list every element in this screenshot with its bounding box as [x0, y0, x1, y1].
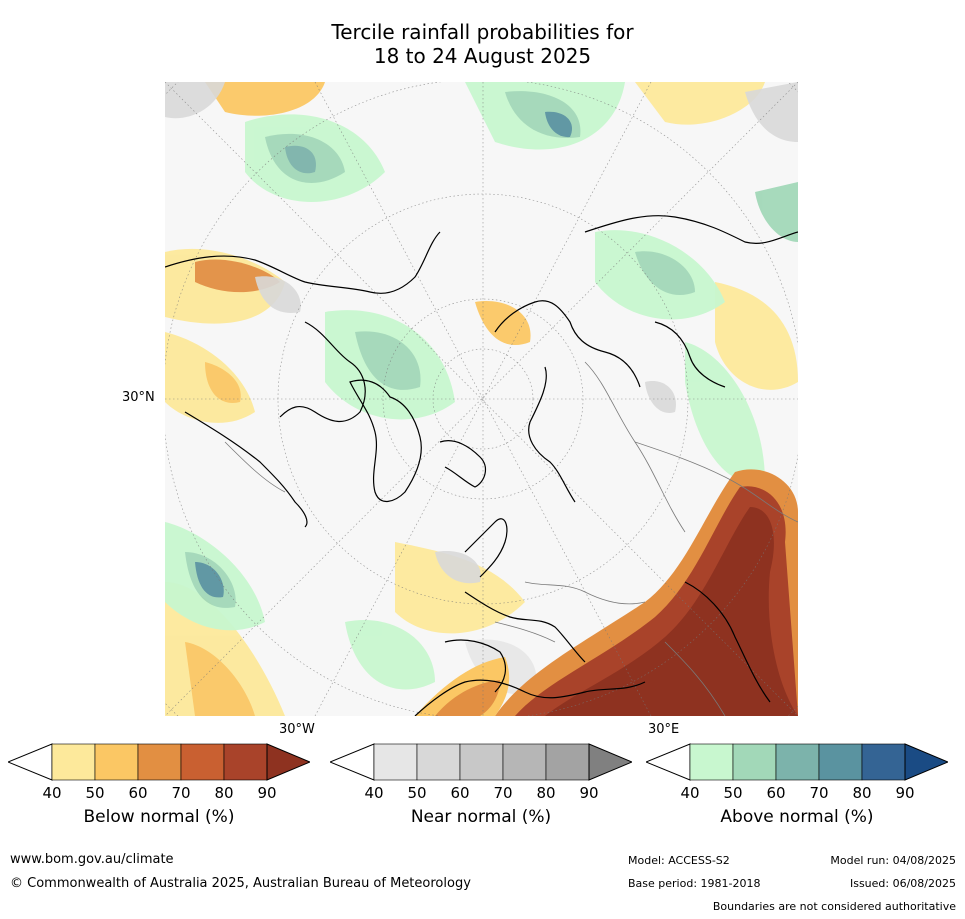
colorbar-segment [51, 743, 96, 781]
colorbar-tick: 70 [171, 784, 191, 802]
above-normal-title: Above normal (%) [720, 807, 874, 827]
colorbar-segment [180, 743, 225, 781]
colorbar-tick: 90 [895, 784, 915, 802]
title-line-1: Tercile rainfall probabilities for [331, 20, 634, 44]
strong-below-normal-region [415, 469, 798, 716]
base-period-text: Base period: 1981-2018 [628, 877, 761, 890]
colorbar-tick: 80 [852, 784, 872, 802]
longitude-label-30e: 30°E [648, 722, 680, 737]
colorbar-segment [545, 743, 590, 781]
colorbar-extend-low [328, 743, 375, 781]
colorbar-segment [137, 743, 182, 781]
colorbar-segment [732, 743, 777, 781]
colorbar-segment [502, 743, 547, 781]
colorbar-extend-low [644, 743, 691, 781]
longitude-label-30w: 30°W [279, 722, 315, 737]
below-normal-areas [165, 82, 798, 716]
model-run-text: Model run: 04/08/2025 [830, 854, 956, 867]
colorbar-segment [689, 743, 734, 781]
colorbar-tick: 90 [257, 784, 277, 802]
colorbar-tick: 70 [493, 784, 513, 802]
colorbar-tick: 80 [536, 784, 556, 802]
title-line-2: 18 to 24 August 2025 [373, 44, 592, 68]
colorbar-tick: 50 [85, 784, 105, 802]
colorbar-tick: 50 [407, 784, 427, 802]
colorbar-tick: 90 [579, 784, 599, 802]
country-borders [224, 361, 798, 716]
map-title: Tercile rainfall probabilities for 18 to… [0, 20, 965, 68]
colorbar-tick: 60 [128, 784, 148, 802]
disclaimer-text: Boundaries are not considered authoritat… [712, 900, 956, 913]
below-normal-title: Below normal (%) [83, 807, 235, 827]
colorbar-extend-low [6, 743, 53, 781]
issued-text: Issued: 06/08/2025 [849, 877, 956, 890]
colorbar-tick: 40 [680, 784, 700, 802]
colorbar-extend-high [588, 743, 634, 781]
below-normal-colorbar-ticks: 40 50 60 70 80 90 [8, 784, 310, 804]
colorbar-segment [223, 743, 268, 781]
colorbar-tick: 60 [450, 784, 470, 802]
latitude-label-30n: 30°N [122, 390, 155, 405]
colorbar-segment [416, 743, 461, 781]
colorbar-segment [94, 743, 139, 781]
colorbar-tick: 40 [42, 784, 62, 802]
above-normal-colorbar-ticks: 40 50 60 70 80 90 [646, 784, 948, 804]
graticule [165, 82, 798, 716]
colorbar-tick: 60 [766, 784, 786, 802]
colorbar-segment [459, 743, 504, 781]
website-link[interactable]: www.bom.gov.au/climate [10, 852, 174, 867]
above-normal-colorbar [644, 743, 950, 785]
colorbar-segment [818, 743, 863, 781]
colorbar-extend-high [266, 743, 312, 781]
near-normal-title: Near normal (%) [410, 807, 552, 827]
colorbar-tick: 50 [723, 784, 743, 802]
colorbar-tick: 40 [364, 784, 384, 802]
rainfall-probability-map [165, 82, 798, 716]
near-normal-colorbar-ticks: 40 50 60 70 80 90 [330, 784, 632, 804]
colorbar-extend-high [904, 743, 950, 781]
colorbar-tick: 80 [214, 784, 234, 802]
colorbar-segment [775, 743, 820, 781]
copyright-text: © Commonwealth of Australia 2025, Austra… [10, 876, 471, 891]
colorbar-segment [861, 743, 906, 781]
near-normal-colorbar [328, 743, 634, 785]
colorbar-tick: 70 [809, 784, 829, 802]
below-normal-colorbar [6, 743, 312, 785]
coastlines [165, 215, 798, 716]
colorbar-segment [373, 743, 418, 781]
model-text: Model: ACCESS-S2 [628, 854, 730, 867]
